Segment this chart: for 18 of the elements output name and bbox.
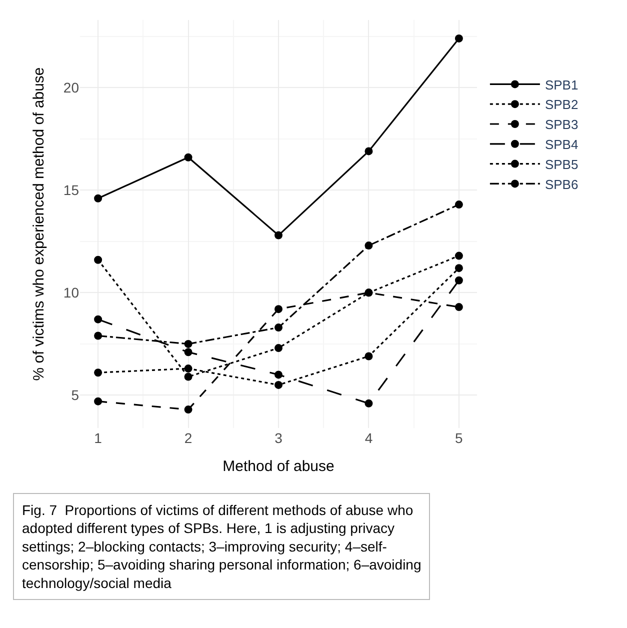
x-axis-title: Method of abuse [222,458,334,475]
y-tick-label: 5 [71,387,80,404]
y-axis-title: % of victims who experienced method of abuse [30,67,48,381]
legend-label: SPB2 [544,97,578,112]
legend-label: SPB5 [544,156,578,172]
legend-label: SPB1 [544,77,578,92]
x-tick-label: 5 [455,430,464,446]
legend-label: SPB3 [544,117,578,132]
y-tick-label: 10 [63,284,80,301]
y-tick-label: 15 [63,182,80,198]
x-tick-label: 4 [364,430,373,446]
x-tick-label: 2 [184,430,192,446]
legend-label: SPB4 [544,136,578,152]
x-tick-label: 3 [274,430,283,446]
legend-label: SPB6 [544,176,578,192]
y-tick-label: 20 [63,80,80,96]
caption: Fig. 7 Proportions of victims of different methods of abuse who adopted different types of SPBs. Here, 1 is adjusting privacy settings; 2–blocking contacts; 3–improving security; 4–self-censorship; 5–avoiding sharing personal information; 6–avoiding technology/social media [22,502,422,591]
x-tick-label: 1 [94,430,102,446]
